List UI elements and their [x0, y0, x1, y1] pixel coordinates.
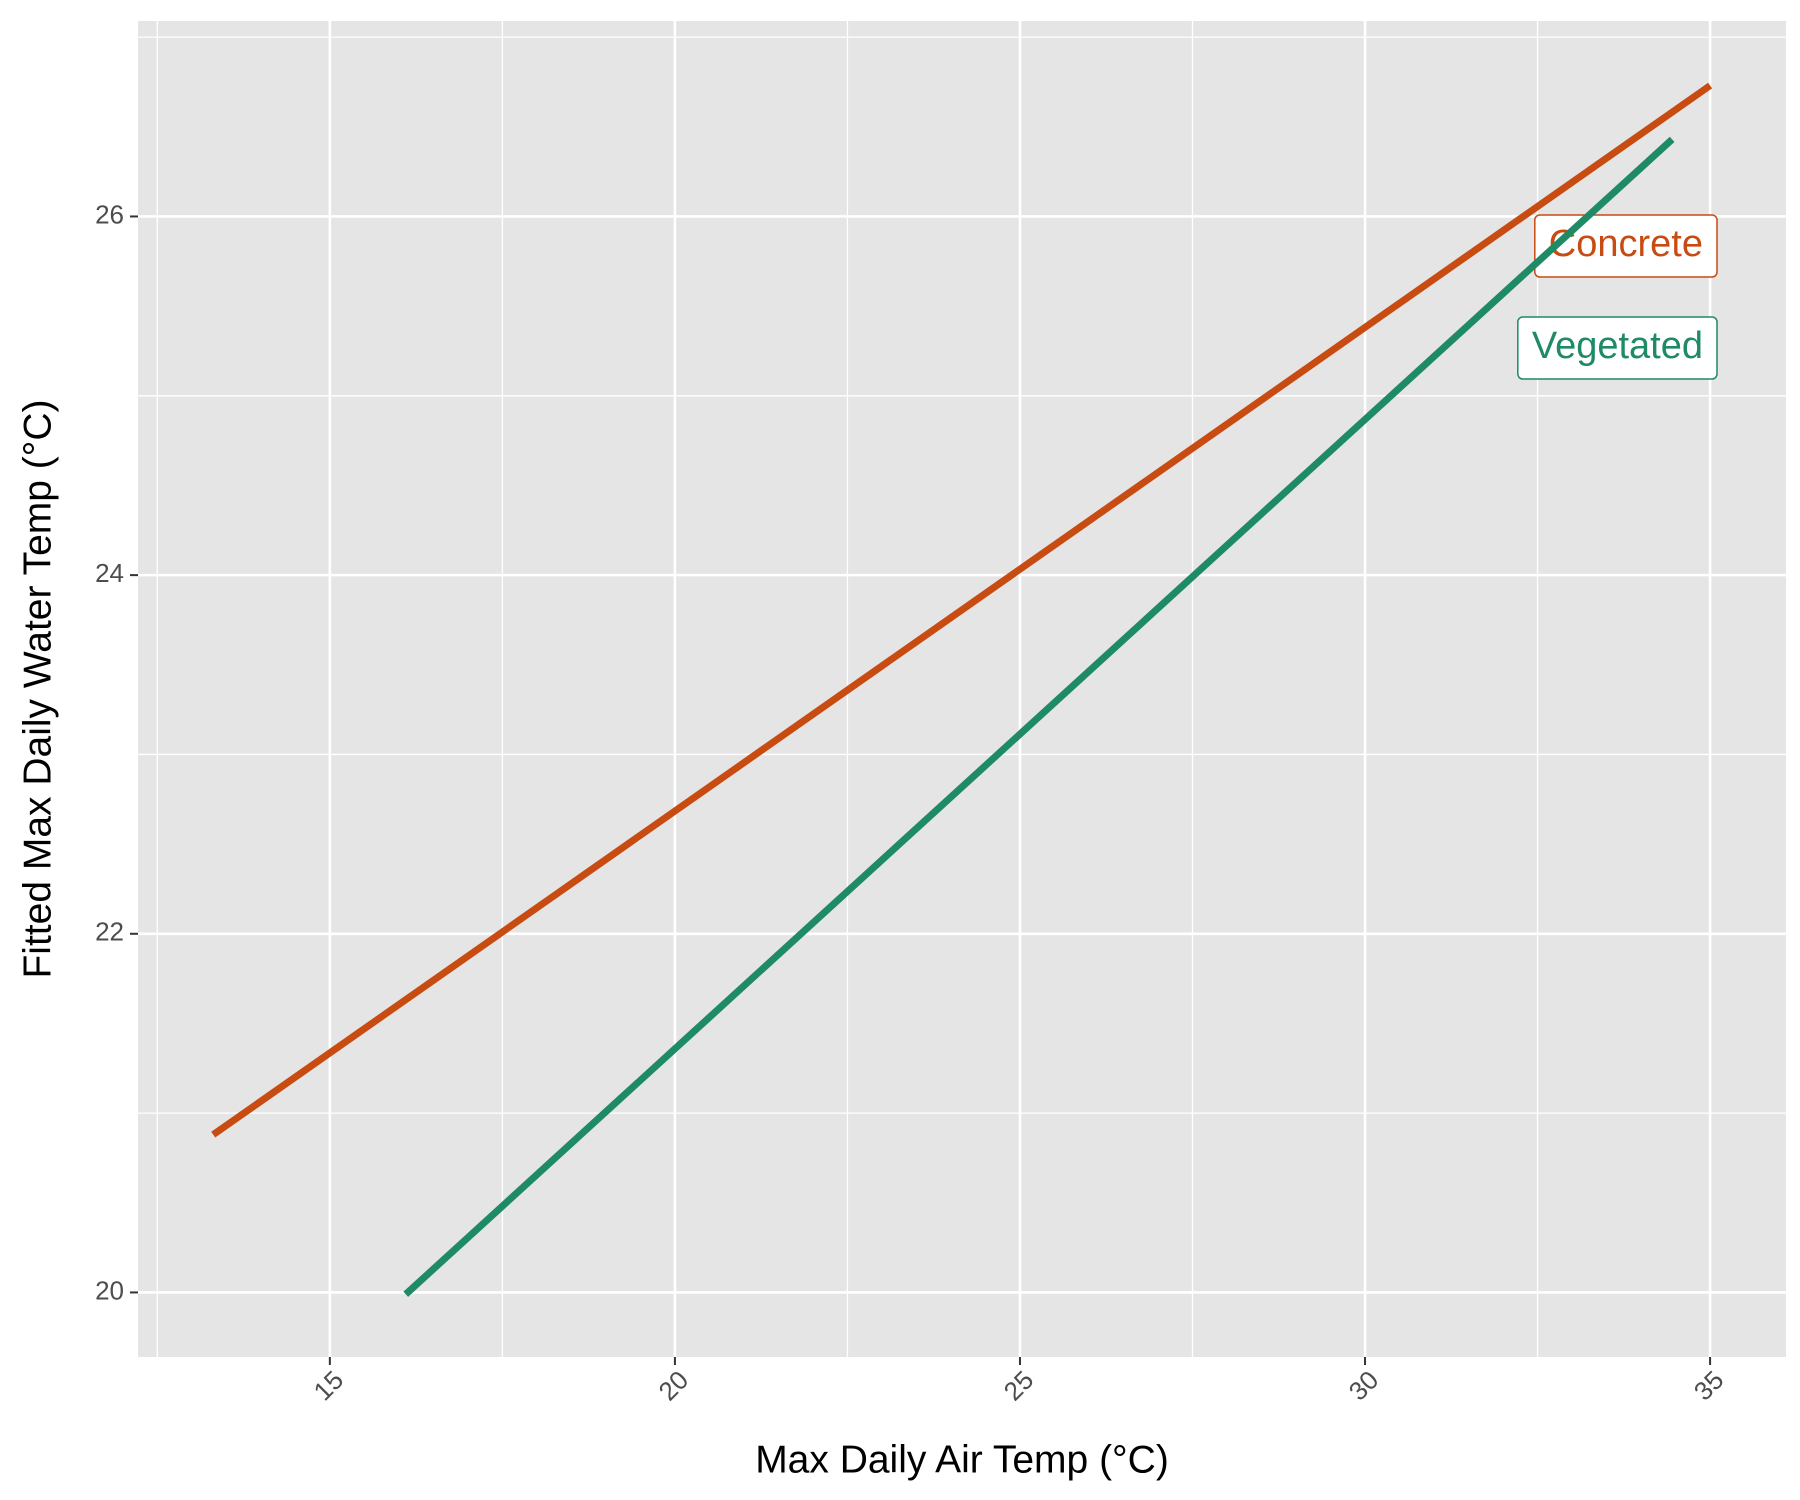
y-tick-label: 22 — [95, 917, 124, 947]
label-box — [1517, 316, 1718, 380]
x-tick-label: 20 — [653, 1365, 695, 1407]
label-text: Vegetated — [1532, 325, 1703, 367]
y-tick-label: 20 — [95, 1275, 124, 1305]
grid — [138, 21, 1786, 1357]
x-axis-title: Max Daily Air Temp (°C) — [755, 1438, 1169, 1481]
x-tick-label: 15 — [308, 1365, 350, 1407]
x-tick-label: 30 — [1343, 1365, 1385, 1407]
plot-panel — [138, 21, 1786, 1357]
x-tick-label: 35 — [1688, 1365, 1730, 1407]
y-tick-label: 26 — [95, 199, 124, 229]
line-label: Concrete — [1534, 214, 1718, 278]
line — [211, 82, 1713, 1138]
y-tick-label: 24 — [95, 558, 124, 588]
x-tick-label: 25 — [998, 1365, 1040, 1407]
label-box — [1534, 214, 1718, 278]
y-axis-title: Fitted Max Daily Water Temp (°C) — [16, 399, 59, 978]
line — [403, 136, 1675, 1297]
line-label: Vegetated — [1517, 316, 1718, 380]
